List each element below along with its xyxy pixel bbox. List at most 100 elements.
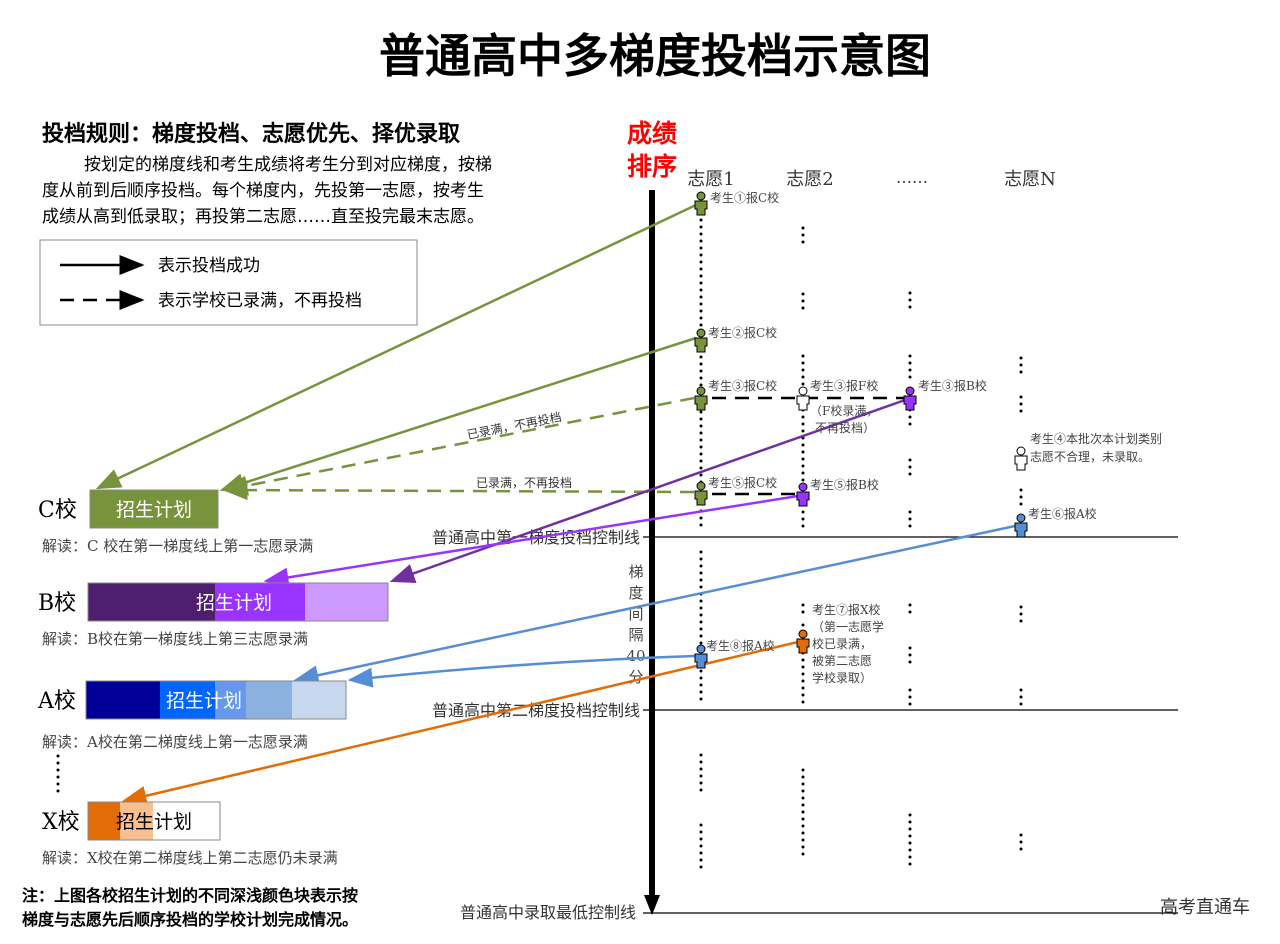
plan-bar-border xyxy=(89,489,219,529)
dot xyxy=(699,424,703,428)
dot xyxy=(699,613,703,617)
dot xyxy=(699,218,703,222)
dot xyxy=(1019,840,1023,844)
arrow-s5-to-b xyxy=(263,494,799,588)
dot xyxy=(908,510,912,514)
legend-solid-label: 表示投档成功 xyxy=(158,256,260,276)
dot xyxy=(908,660,912,664)
student-icon xyxy=(903,386,917,411)
dot xyxy=(908,653,912,657)
dot xyxy=(699,620,703,624)
dot xyxy=(908,610,912,614)
column-header: 志愿N xyxy=(1004,169,1056,190)
student-icon xyxy=(1014,513,1028,538)
dot xyxy=(699,767,703,771)
dot xyxy=(699,606,703,610)
plan-segment xyxy=(86,681,160,719)
student-note: 学校录取） xyxy=(812,670,872,685)
student-icon xyxy=(694,481,708,506)
dot xyxy=(699,557,703,561)
legend: 表示投档成功 表示学校已录满，不再投档 xyxy=(39,239,418,326)
dot xyxy=(699,676,703,680)
dot xyxy=(801,845,805,849)
dotted-columns xyxy=(699,211,1023,869)
dot xyxy=(699,669,703,673)
plan-segment xyxy=(160,681,215,719)
dot xyxy=(801,789,805,793)
dot xyxy=(699,239,703,243)
dot xyxy=(908,368,912,372)
dot xyxy=(801,478,805,482)
dot xyxy=(801,226,805,230)
dot xyxy=(1019,402,1023,406)
dot xyxy=(699,641,703,645)
arrow-s2-to-c xyxy=(219,336,697,493)
dot xyxy=(1019,363,1023,367)
dot xyxy=(699,571,703,575)
dot xyxy=(801,693,805,697)
dot xyxy=(699,760,703,764)
dot xyxy=(1019,702,1023,706)
dot xyxy=(699,267,703,271)
school-note: 解读：B校在第一梯度线上第三志愿录满 xyxy=(42,630,308,648)
dot xyxy=(699,260,703,264)
school-name: B校 xyxy=(38,591,76,616)
dot xyxy=(801,686,805,690)
dot xyxy=(1019,695,1023,699)
dot xyxy=(908,305,912,309)
dot xyxy=(801,700,805,704)
dot xyxy=(801,524,805,528)
student-icon xyxy=(1014,446,1028,471)
full-label: 已录满，不再投档 xyxy=(476,475,572,490)
vertical-ellipsis-icon xyxy=(56,754,60,793)
watermark: 高考直通车 xyxy=(1160,897,1250,918)
dot xyxy=(699,253,703,257)
dot xyxy=(801,422,805,426)
dot xyxy=(699,844,703,848)
plan-segment xyxy=(246,681,292,719)
student-label: 考生⑤报C校 xyxy=(708,475,777,490)
gradient-interval-label: 梯 度 间 隔 40 分 xyxy=(626,563,645,686)
dot xyxy=(1019,356,1023,360)
dot xyxy=(801,768,805,772)
dot xyxy=(908,517,912,521)
score-axis-arrowhead xyxy=(644,895,660,915)
dot xyxy=(801,375,805,379)
dot xyxy=(801,623,805,627)
dot xyxy=(801,838,805,842)
dot xyxy=(699,865,703,869)
dot xyxy=(908,465,912,469)
dot xyxy=(1019,395,1023,399)
dot xyxy=(699,302,703,306)
rules-line: 成绩从高到低录取；再投第二志愿……直至投完最末志愿。 xyxy=(42,207,484,227)
dot xyxy=(699,516,703,520)
dot xyxy=(801,361,805,365)
dot xyxy=(699,369,703,373)
arrow-s1-to-c xyxy=(95,203,697,490)
dot xyxy=(1019,605,1023,609)
dot xyxy=(699,753,703,757)
plan-label: 招生计划 xyxy=(196,592,272,614)
plan-segment xyxy=(215,583,305,621)
dot xyxy=(801,299,805,303)
dot xyxy=(699,232,703,236)
dot xyxy=(699,585,703,589)
dot xyxy=(699,564,703,568)
dot xyxy=(908,458,912,462)
student-note: 志愿不合理，未录取。 xyxy=(1030,449,1150,464)
dot xyxy=(908,848,912,852)
dot xyxy=(1019,502,1023,506)
dot xyxy=(908,472,912,476)
dot xyxy=(801,803,805,807)
dot xyxy=(699,697,703,701)
dot xyxy=(699,246,703,250)
arrow-s8-to-a xyxy=(347,654,696,688)
student-icon xyxy=(694,191,708,216)
gradient-char: 分 xyxy=(628,668,643,686)
dot xyxy=(908,375,912,379)
dot xyxy=(801,810,805,814)
student-label: 考生③报B校 xyxy=(918,378,987,393)
dot xyxy=(699,445,703,449)
